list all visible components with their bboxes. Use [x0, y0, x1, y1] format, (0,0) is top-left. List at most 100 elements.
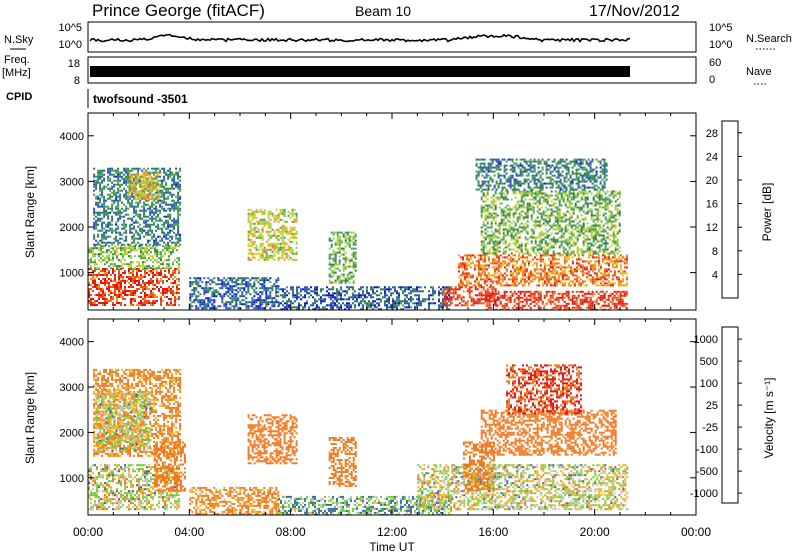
power-cell [617, 300, 620, 303]
power-cell [131, 191, 134, 194]
power-cell [446, 304, 449, 307]
power-cell [197, 307, 200, 310]
power-cell [516, 200, 519, 203]
power-cell [491, 262, 494, 265]
power-cell [273, 254, 276, 257]
power-cell [495, 272, 498, 275]
power-cell [150, 190, 153, 193]
power-cell [581, 254, 584, 257]
power-cell [114, 304, 116, 306]
power-cell [404, 302, 406, 305]
power-cell [124, 245, 126, 248]
power-cell [157, 213, 160, 216]
power-cell [271, 244, 274, 247]
power-cell [613, 302, 616, 305]
power-cell [145, 209, 148, 212]
power-cell [498, 250, 501, 253]
power-cell [114, 251, 116, 254]
power-cell [173, 217, 176, 220]
power-cell [502, 242, 505, 245]
power-cell [501, 274, 504, 277]
power-cell [332, 263, 335, 266]
power-cell [273, 305, 276, 308]
power-cell [511, 284, 514, 287]
power-cell [287, 248, 290, 251]
power-cell [136, 190, 139, 193]
power-cell [275, 291, 278, 294]
power-cell [219, 279, 222, 282]
power-cell [619, 266, 622, 269]
power-cell [169, 193, 172, 196]
power-cell [394, 288, 396, 291]
power-cell [93, 221, 96, 224]
power-cell [142, 302, 144, 304]
power-cell [269, 210, 272, 213]
power-cell [471, 276, 474, 279]
power-cell [195, 281, 198, 284]
power-cell [125, 189, 128, 192]
power-cell [289, 216, 292, 219]
power-cell [148, 302, 150, 304]
power-cell [253, 214, 256, 217]
power-cell [138, 198, 141, 201]
power-cell [561, 274, 564, 277]
power-cell [452, 296, 455, 299]
power-cell [265, 256, 268, 259]
power-cell [95, 195, 98, 198]
power-cell [197, 291, 200, 294]
power-cell [519, 256, 522, 259]
power-cell [304, 294, 306, 297]
power-cell [170, 288, 172, 290]
power-cell [457, 266, 460, 269]
power-cell [152, 294, 154, 296]
power-cell [386, 288, 388, 291]
power-cell [141, 209, 144, 212]
power-cell [166, 288, 168, 290]
power-cell [102, 255, 104, 258]
power-cell [140, 196, 143, 199]
power-cell [117, 201, 120, 204]
power-cell [90, 251, 92, 254]
power-cell [189, 277, 192, 280]
power-cell [154, 253, 156, 256]
power-cell [255, 244, 258, 247]
power-cell [130, 286, 132, 288]
power-cell [537, 272, 540, 275]
power-cell [163, 233, 166, 236]
power-cell [126, 253, 128, 256]
power-cell [501, 276, 504, 279]
power-cell [100, 296, 102, 298]
power-cell [161, 189, 164, 192]
power-cell [485, 274, 488, 277]
power-cell [251, 232, 254, 235]
power-cell [293, 236, 296, 239]
power-cell [512, 206, 515, 209]
power-cell [348, 237, 351, 240]
power-cell [146, 178, 149, 181]
power-cell [140, 249, 142, 252]
power-cell [537, 284, 540, 287]
power-cell [589, 308, 592, 310]
power-cell [235, 281, 238, 284]
power-cell [152, 247, 154, 250]
power-cell [476, 288, 479, 291]
power-cell [360, 288, 362, 291]
power-cell [156, 296, 158, 298]
power-cell [174, 280, 176, 282]
power-cell [501, 306, 504, 309]
power-cell [516, 232, 519, 235]
power-cell [603, 282, 606, 285]
power-cell [517, 258, 520, 261]
power-cell [384, 288, 386, 291]
power-cell [127, 175, 130, 178]
power-cell [118, 278, 120, 280]
power-cell [115, 235, 118, 238]
power-cell [557, 274, 560, 277]
power-cell [332, 237, 335, 240]
power-cell [154, 249, 156, 252]
power-cell [380, 288, 382, 291]
power-cell [545, 276, 548, 279]
power-cell [144, 300, 146, 302]
power-cell [118, 270, 120, 272]
power-cell [545, 272, 548, 275]
